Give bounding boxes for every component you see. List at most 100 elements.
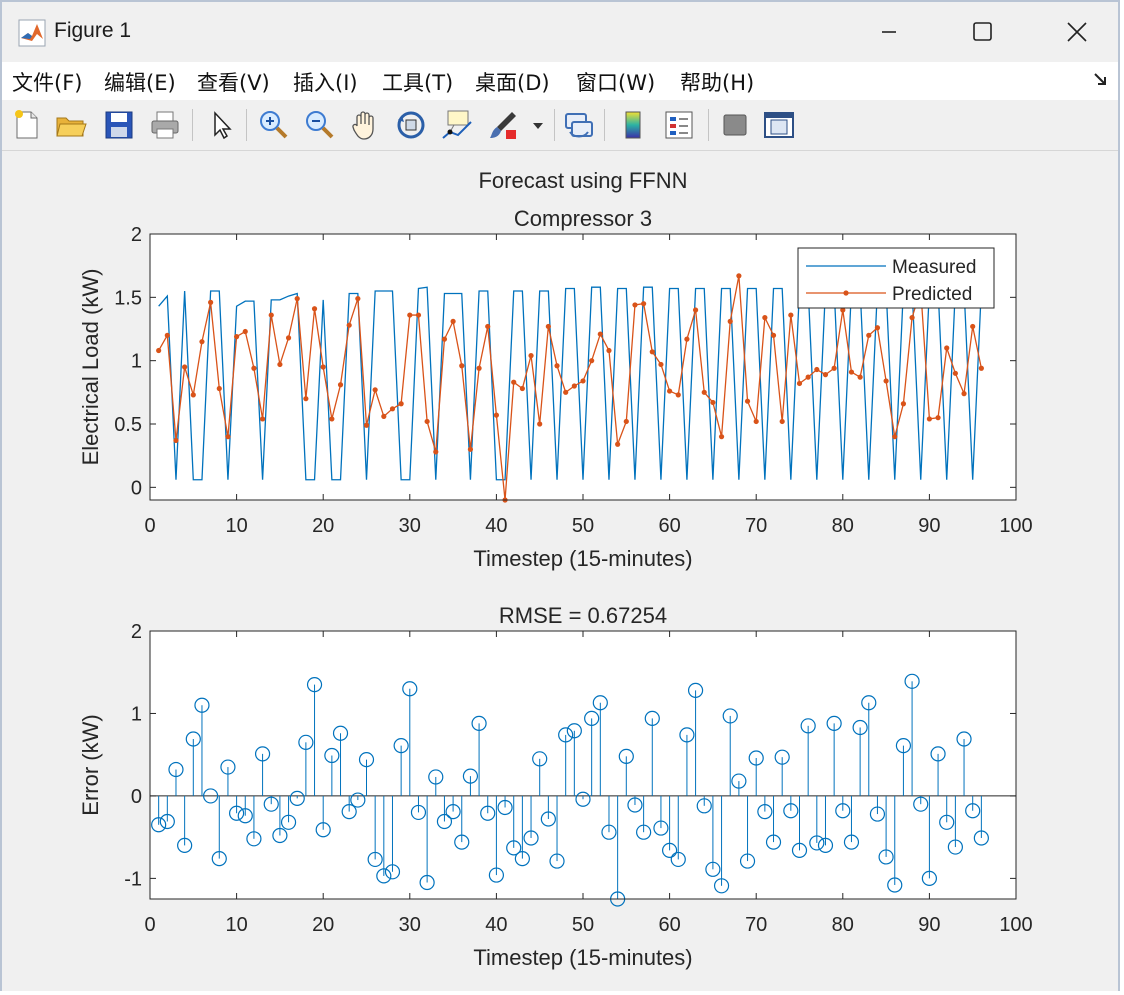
- predicted-point: [606, 347, 612, 354]
- error-marker: [540, 811, 556, 827]
- menu-item-0[interactable]: 文件(F): [12, 71, 83, 95]
- link-plot-icon[interactable]: [562, 108, 596, 142]
- predicted-point: [874, 325, 881, 331]
- predicted-point: [788, 312, 794, 318]
- brush-dropdown-icon[interactable]: [528, 108, 548, 142]
- predicted-point: [493, 412, 499, 418]
- zoom-in-icon[interactable]: [256, 108, 290, 142]
- error-marker: [298, 734, 314, 750]
- menu-item-3[interactable]: 插入(I): [293, 71, 358, 95]
- error-marker: [783, 803, 799, 819]
- print-icon[interactable]: [148, 108, 182, 142]
- predicted-point: [571, 383, 577, 389]
- pan-icon[interactable]: [348, 108, 382, 142]
- predicted-point: [294, 296, 300, 302]
- error-marker: [696, 798, 712, 814]
- axes-0-xtick-label: 60: [658, 515, 680, 537]
- error-marker: [376, 868, 392, 884]
- error-marker: [497, 799, 513, 816]
- predicted-point: [961, 391, 967, 397]
- predicted-point: [944, 345, 950, 351]
- zoom-out-icon[interactable]: [302, 108, 336, 142]
- menu-item-4[interactable]: 工具(T): [382, 71, 454, 95]
- title-bar[interactable]: Figure 1: [2, 2, 1118, 62]
- error-marker: [601, 824, 617, 840]
- axes-0-xtick-label: 90: [918, 515, 940, 537]
- menu-item-6[interactable]: 窗口(W): [576, 71, 656, 95]
- axes-0-xtick-label: 30: [399, 515, 421, 537]
- axes-1-xlabel: Timestep (15-minutes): [473, 945, 692, 970]
- axes-0-ytick-label: 0: [131, 477, 142, 499]
- toolbar-separator: [554, 109, 555, 141]
- axes-1-box: [149, 630, 1017, 900]
- insert-colorbar-icon[interactable]: [616, 108, 650, 142]
- close-button[interactable]: [1042, 10, 1112, 54]
- error-marker: [644, 710, 660, 727]
- error-marker: [419, 874, 435, 891]
- error-marker: [402, 681, 418, 697]
- predicted-point: [649, 349, 655, 355]
- show-plot-tools-icon[interactable]: [762, 108, 796, 142]
- axes-1-title: RMSE = 0.67254: [499, 603, 667, 628]
- figure-canvas[interactable]: 0 10 20 30 40 50 60 70 80 90 10000.511.52Timestep …: [2, 151, 1118, 991]
- legend-predicted-label: Predicted: [892, 284, 972, 305]
- brush-icon[interactable]: [486, 108, 520, 142]
- menu-item-2[interactable]: 查看(V): [197, 71, 270, 95]
- predicted-point: [848, 369, 855, 375]
- new-figure-icon[interactable]: [10, 108, 44, 142]
- axes-0-xtick-label: 80: [832, 515, 854, 537]
- predicted-point: [467, 446, 474, 452]
- predicted-point: [667, 388, 673, 394]
- axes-0-xtick-label: 0: [144, 515, 155, 537]
- error-marker: [445, 803, 461, 820]
- predicted-point: [381, 413, 387, 419]
- predicted-point: [753, 418, 759, 425]
- maximize-button[interactable]: [948, 10, 1018, 54]
- predicted-point: [727, 318, 733, 324]
- predicted-point: [840, 307, 846, 313]
- error-marker: [670, 851, 686, 868]
- axes-0-ytick-label: 0.5: [114, 414, 142, 436]
- predicted-point: [978, 365, 984, 371]
- open-file-icon[interactable]: [54, 108, 88, 142]
- hide-plot-tools-icon[interactable]: [718, 108, 752, 142]
- axes-1-xtick-label: 90: [918, 914, 940, 936]
- error-marker: [280, 814, 297, 830]
- predicted-point: [684, 336, 690, 342]
- error-marker: [384, 864, 401, 880]
- legend-measured-label: Measured: [892, 257, 977, 278]
- menu-item-1[interactable]: 编辑(E): [104, 71, 176, 95]
- minimize-button[interactable]: [854, 10, 924, 54]
- predicted-point: [814, 366, 820, 373]
- predicted-point: [892, 434, 898, 440]
- error-marker: [324, 747, 340, 764]
- predicted-point: [528, 353, 534, 359]
- predicted-point: [225, 434, 231, 440]
- matlab-logo-icon: [18, 19, 46, 47]
- predicted-point: [424, 418, 430, 425]
- menu-item-5[interactable]: 桌面(D): [475, 71, 550, 95]
- error-marker: [315, 822, 331, 838]
- predicted-point: [337, 382, 344, 388]
- axes-0-xtick-label: 20: [312, 515, 334, 537]
- data-cursor-icon[interactable]: [440, 108, 474, 142]
- save-icon[interactable]: [102, 108, 136, 142]
- predicted-point: [822, 372, 829, 378]
- figure-area: 0 10 20 30 40 50 60 70 80 90 100 0 0.5 1 1.5 2 Timestep …: [2, 151, 1118, 991]
- rotate-3d-icon[interactable]: [394, 108, 428, 142]
- series-predicted-line: [158, 275, 982, 501]
- error-marker: [661, 842, 678, 858]
- error-marker: [506, 840, 522, 856]
- menu-item-7[interactable]: 帮助(H): [680, 71, 755, 95]
- predicted-point: [796, 380, 803, 387]
- predicted-point: [182, 364, 188, 370]
- error-marker: [358, 752, 375, 768]
- edit-plot-icon[interactable]: [206, 108, 240, 142]
- predicted-point: [710, 399, 716, 406]
- predicted-point: [926, 416, 933, 422]
- axes-0-ylabel: Electrical Load (kW): [78, 269, 103, 466]
- dock-arrow-icon[interactable]: [1092, 70, 1110, 88]
- insert-legend-icon[interactable]: [662, 108, 696, 142]
- predicted-point: [208, 299, 214, 305]
- error-marker: [904, 673, 920, 689]
